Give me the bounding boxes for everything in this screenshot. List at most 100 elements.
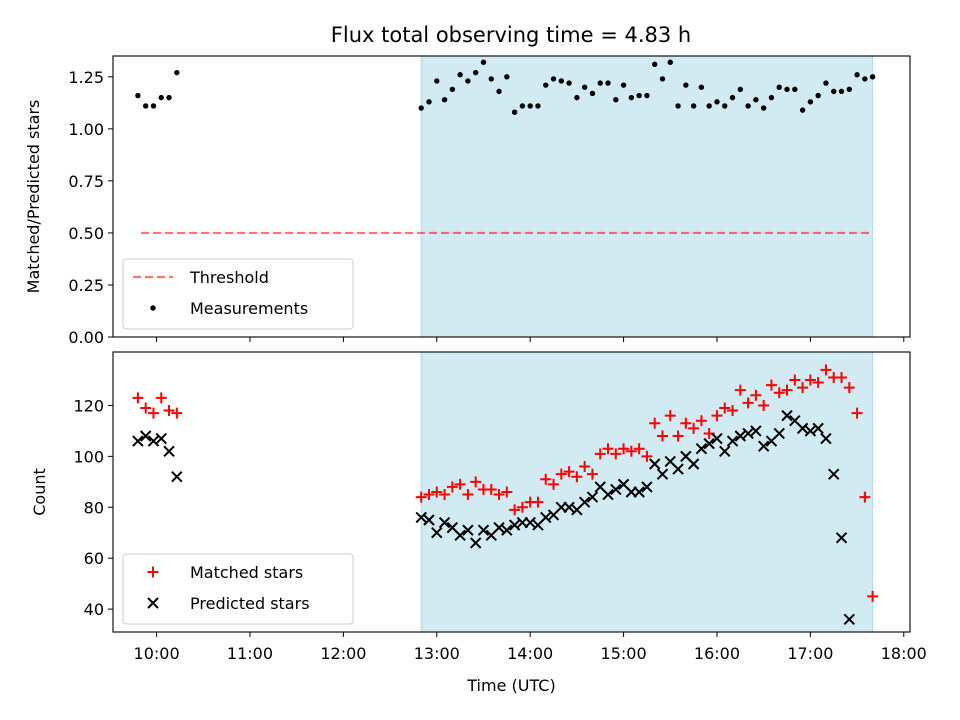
predicted-star-point — [649, 458, 661, 470]
predicted-star-point — [711, 432, 723, 445]
matched-star-point — [509, 504, 521, 516]
predicted-star-point — [773, 427, 785, 440]
measurement-point — [449, 86, 456, 93]
measurement-point — [869, 74, 876, 80]
measurement-point — [605, 80, 611, 86]
predicted-star-point — [820, 432, 832, 445]
matched-star-point — [711, 410, 723, 422]
measurement-point — [418, 105, 424, 111]
matched-star-point — [501, 486, 513, 498]
matched-star-point — [563, 466, 575, 478]
matched-star-point — [664, 410, 676, 422]
y-tick-label: 1.25 — [68, 68, 104, 87]
count-panel: 40 60 80 100 120 10:00 11:00 12:00 13:00 14:00 15:… — [30, 351, 927, 695]
matched-star-point — [470, 476, 482, 488]
matched-star-point — [594, 448, 606, 460]
matched-star-point — [719, 402, 731, 414]
measurement-point — [566, 80, 572, 86]
predicted-star-point — [524, 516, 536, 529]
matched-star-point — [516, 501, 528, 513]
measurement-point — [698, 84, 705, 90]
predicted-star-point — [139, 430, 152, 442]
matched-star-point — [843, 382, 855, 394]
measurement-point — [768, 94, 775, 101]
matched-star-point — [571, 471, 583, 483]
measurement-point — [158, 94, 164, 101]
matched-star-point — [781, 384, 793, 396]
predicted-star-point — [163, 445, 175, 457]
legend-label: Matched stars — [190, 563, 303, 582]
matched-star-point — [688, 422, 700, 434]
predicted-star-point — [586, 491, 599, 503]
matched-star-point — [649, 417, 661, 429]
figure-title: Flux total observing time = 4.83 h — [331, 23, 691, 47]
predicted-star-point — [828, 468, 840, 480]
predicted-star-point — [843, 613, 855, 625]
predicted-star-point — [757, 440, 770, 452]
matched-star-point — [147, 407, 159, 419]
measurement-point — [776, 84, 782, 90]
predicted-star-point — [641, 481, 653, 493]
measurement-point — [550, 76, 557, 82]
ratio-panel: 0.00 0.25 0.50 0.75 1.00 1.25 Matched/Predicte… — [24, 55, 911, 347]
x-tick-label: 10:00 — [134, 644, 180, 663]
measurement-point — [488, 76, 494, 82]
matched-star-point — [171, 407, 183, 419]
legend-predicted-swatch — [147, 597, 159, 609]
measurement-point — [543, 82, 549, 88]
x-tick-label: 16:00 — [694, 644, 740, 663]
y-tick-label: 0.00 — [68, 328, 104, 347]
matched-star-point — [641, 450, 653, 462]
predicted-star-point — [610, 483, 622, 496]
matched-star-point — [750, 389, 762, 401]
predicted-star-point — [462, 524, 474, 536]
matched-star-point — [812, 377, 824, 389]
measurement-point — [527, 103, 533, 109]
measurement-point — [628, 94, 635, 101]
matched-star-point — [610, 448, 622, 460]
predicted-star-point — [687, 458, 700, 470]
measurement-point — [142, 103, 149, 109]
measurement-point — [846, 86, 852, 93]
matched-star-point — [695, 415, 707, 427]
x-tick-label: 13:00 — [414, 644, 460, 663]
measurement-point — [472, 69, 479, 76]
matched-star-point — [742, 397, 754, 409]
predicted-star-point — [423, 514, 435, 526]
x-tick-label: 15:00 — [601, 644, 647, 663]
measurement-point — [729, 94, 736, 101]
predicted-star-point — [695, 443, 708, 455]
predicted-star-point — [633, 486, 645, 498]
predicted-star-point — [719, 445, 731, 457]
matched-star-point — [579, 461, 591, 473]
predicted-star-point — [781, 409, 793, 422]
measurement-point — [667, 59, 673, 65]
measurement-point — [511, 109, 518, 115]
measurement-point — [174, 69, 180, 76]
predicted-star-point — [132, 435, 144, 447]
predicted-star-point — [454, 529, 466, 541]
x-tick-label: 17:00 — [787, 644, 833, 663]
y-tick-label: 0.50 — [68, 224, 104, 243]
measurement-point — [753, 97, 759, 103]
matched-star-point — [415, 491, 427, 503]
matched-star-point — [555, 468, 567, 480]
matched-star-point — [859, 491, 871, 503]
predicted-star-point — [703, 437, 715, 450]
measurement-point — [644, 92, 650, 99]
measurement-point — [135, 92, 141, 99]
measurement-point — [457, 72, 463, 78]
measurement-point — [683, 82, 689, 88]
matched-star-point — [758, 399, 770, 411]
predicted-star-point — [742, 427, 754, 440]
measurement-point — [574, 94, 580, 101]
matched-star-point — [680, 417, 692, 429]
matched-star-point — [625, 445, 637, 457]
matched-star-point — [820, 364, 832, 376]
predicted-star-point — [563, 501, 575, 513]
matched-star-point — [789, 374, 801, 386]
measurement-point — [854, 72, 860, 78]
measurement-point — [831, 88, 837, 95]
legend-box — [122, 258, 354, 330]
measurement-point — [519, 103, 526, 109]
